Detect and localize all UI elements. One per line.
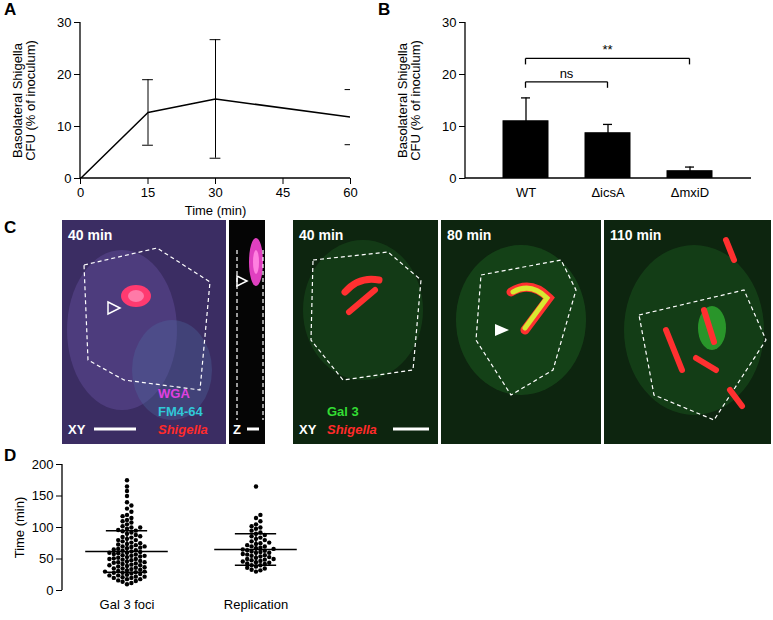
svg-text:ns: ns xyxy=(560,66,574,81)
svg-text:40 min: 40 min xyxy=(68,227,112,243)
svg-text:0: 0 xyxy=(46,583,53,598)
html-text:A: A xyxy=(4,0,17,19)
svg-text:60: 60 xyxy=(343,185,357,200)
svg-text:10: 10 xyxy=(57,119,71,134)
svg-text:Gal 3 foci: Gal 3 foci xyxy=(100,597,155,612)
svg-text:40 min: 40 min xyxy=(299,227,343,243)
svg-text:80 min: 80 min xyxy=(447,227,491,243)
svg-text:Basolateral ShigellaCFU (% of: Basolateral ShigellaCFU (% of inoculum) xyxy=(10,40,38,161)
svg-text:45: 45 xyxy=(276,185,290,200)
svg-text:0: 0 xyxy=(64,171,71,186)
svg-text:20: 20 xyxy=(57,67,71,82)
svg-text:XY: XY xyxy=(299,422,317,437)
svg-text:Shigella: Shigella xyxy=(327,422,377,437)
html-text:C: C xyxy=(4,218,17,237)
svg-text:15: 15 xyxy=(141,185,155,200)
svg-text:**: ** xyxy=(602,42,612,57)
svg-text:30: 30 xyxy=(442,15,456,30)
svg-text:Time (min): Time (min) xyxy=(12,497,27,559)
svg-text:30: 30 xyxy=(208,185,222,200)
svg-text:ΔmxiD: ΔmxiD xyxy=(671,185,709,200)
svg-text:20: 20 xyxy=(442,67,456,82)
svg-text:10: 10 xyxy=(442,119,456,134)
svg-text:50: 50 xyxy=(39,551,53,566)
svg-text:Basolateral ShigellaCFU (% of: Basolateral ShigellaCFU (% of inoculum) xyxy=(395,40,423,161)
svg-text:FM4-64: FM4-64 xyxy=(158,404,204,419)
svg-text:Shigella: Shigella xyxy=(158,422,208,437)
svg-text:Z: Z xyxy=(233,422,241,437)
svg-text:30: 30 xyxy=(57,15,71,30)
svg-text:ΔicsA: ΔicsA xyxy=(591,185,625,200)
svg-text:WT: WT xyxy=(516,185,536,200)
svg-text:Time (min): Time (min) xyxy=(185,203,247,218)
svg-text:XY: XY xyxy=(68,422,86,437)
svg-text:110 min: 110 min xyxy=(610,227,661,243)
svg-text:0: 0 xyxy=(77,185,84,200)
svg-text:Gal 3: Gal 3 xyxy=(327,404,359,419)
svg-text:WGA: WGA xyxy=(158,386,190,401)
svg-text:200: 200 xyxy=(32,457,54,472)
svg-text:100: 100 xyxy=(32,520,54,535)
svg-text:0: 0 xyxy=(449,171,456,186)
html-text:D: D xyxy=(4,446,17,465)
svg-text:Replication: Replication xyxy=(224,597,288,612)
svg-text:150: 150 xyxy=(32,488,54,503)
html-text:B: B xyxy=(378,0,391,19)
